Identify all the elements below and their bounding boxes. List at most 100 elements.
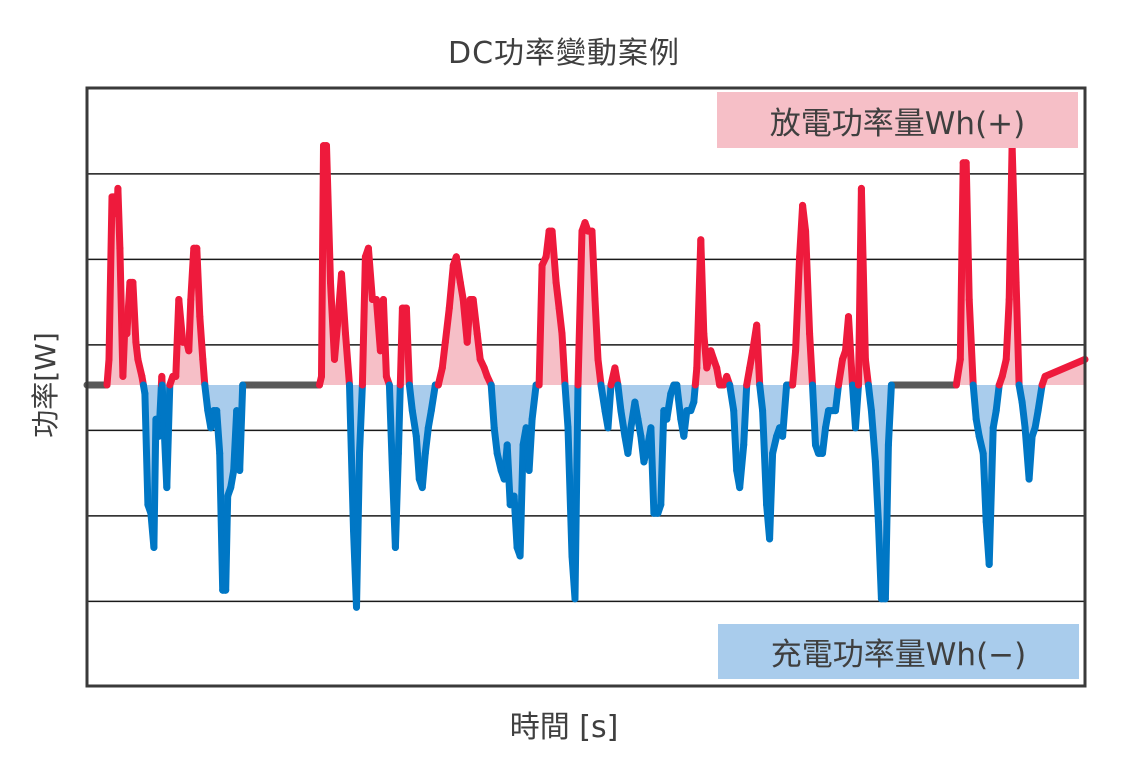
charge-segment (216, 449, 227, 594)
discharge-segment (792, 253, 804, 355)
discharge-segment (1041, 355, 1089, 380)
discharge-segment (965, 296, 977, 389)
discharge-segment (364, 244, 376, 303)
charge-segment (756, 381, 767, 415)
discharge-segment (318, 142, 327, 380)
charge-segment (614, 381, 625, 415)
charge-segment (487, 381, 498, 432)
charge-segment (421, 424, 432, 457)
charge-segment (736, 441, 748, 492)
discharge-segment (396, 304, 406, 389)
discharge-segment (185, 296, 195, 355)
discharge-segment (338, 270, 349, 338)
charge-segment (571, 381, 582, 603)
charge-segment (394, 381, 404, 457)
chart-title: DC功率變動案例 (447, 36, 681, 71)
charge-segment (236, 381, 247, 474)
discharge-segment (187, 244, 198, 303)
discharge-segment (542, 227, 553, 261)
charge-segment (385, 381, 396, 474)
charge-segment (503, 441, 514, 509)
discharge-segment (555, 304, 566, 338)
charge-segment (985, 424, 997, 568)
discharge-segment (199, 355, 209, 389)
charge-segment (346, 381, 357, 534)
discharge-segment (591, 296, 602, 363)
discharge-segment (594, 355, 605, 389)
charge-segment (510, 492, 521, 551)
charge-segment (405, 381, 416, 415)
charge-segment (1034, 381, 1046, 415)
discharge-segment (445, 261, 457, 312)
discharge-segment (323, 142, 334, 286)
plot-frame (85, 86, 1087, 688)
charge-segment (874, 518, 885, 603)
discharge-segment (1002, 296, 1013, 363)
charge-segment (528, 381, 540, 423)
discharge-segment (588, 227, 599, 303)
charge-segment (624, 424, 635, 457)
discharge-segment (342, 330, 353, 389)
discharge-segment (956, 159, 967, 363)
charge-segment (418, 449, 429, 492)
charge-segment (525, 415, 536, 474)
discharge-segment (103, 355, 113, 389)
charge-segment (412, 432, 423, 483)
charge-segment (759, 407, 771, 509)
discharge-segment (806, 330, 816, 389)
x-axis-label: 時間 [s] (509, 710, 619, 745)
discharge-segment (799, 201, 810, 235)
charge-segment (490, 424, 501, 457)
discharge-segment (473, 330, 484, 363)
charge-segment (564, 424, 576, 560)
charge-segment (992, 381, 1003, 415)
discharge-segment (441, 304, 453, 346)
discharge-segment (753, 321, 764, 389)
charge-segment (1018, 398, 1029, 432)
discharge-segment (1008, 142, 1020, 286)
charge-segment (884, 381, 895, 449)
discharge-segment (697, 236, 708, 338)
discharge-segment (835, 355, 846, 389)
charge-segment (391, 449, 402, 551)
discharge-segment (558, 330, 569, 389)
charge-segment (516, 441, 527, 560)
discharge-segment (1012, 278, 1023, 389)
charge-segment (779, 381, 791, 440)
charge-segment (852, 381, 862, 432)
discharge-segment (548, 227, 560, 286)
charge-segment (201, 381, 212, 415)
charge-segment (427, 381, 439, 415)
charge-segment (864, 381, 875, 415)
legend-discharge: 放電功率量Wh(+) (717, 92, 1078, 148)
discharge-segment (857, 184, 869, 363)
charge-segment (353, 449, 363, 611)
discharge-segment (105, 193, 116, 363)
discharge-segment (331, 321, 341, 363)
discharge-segment (196, 313, 207, 363)
discharge-segment (469, 296, 481, 338)
discharge-segment (713, 364, 724, 389)
charge-segment (809, 381, 819, 449)
discharge-area (87, 145, 1085, 385)
discharge-segment (358, 253, 369, 389)
charge-segment (819, 424, 829, 457)
charge-segment (1025, 432, 1036, 483)
discharge-segment (129, 278, 140, 346)
power-line-series (83, 142, 1089, 611)
charge-segment (673, 381, 685, 423)
discharge-segment (123, 278, 134, 338)
charge-segment (969, 381, 980, 423)
discharge-segment (552, 278, 563, 312)
discharge-segment (438, 338, 449, 372)
charge-segment (141, 390, 152, 509)
charge-segment (680, 407, 691, 440)
discharge-segment (463, 296, 474, 346)
charge-segment (867, 407, 879, 466)
discharge-segment (402, 304, 413, 389)
charge-segment (597, 381, 609, 415)
charge-segment (979, 449, 990, 526)
discharge-segment (952, 355, 964, 389)
discharge-segment (861, 355, 872, 389)
